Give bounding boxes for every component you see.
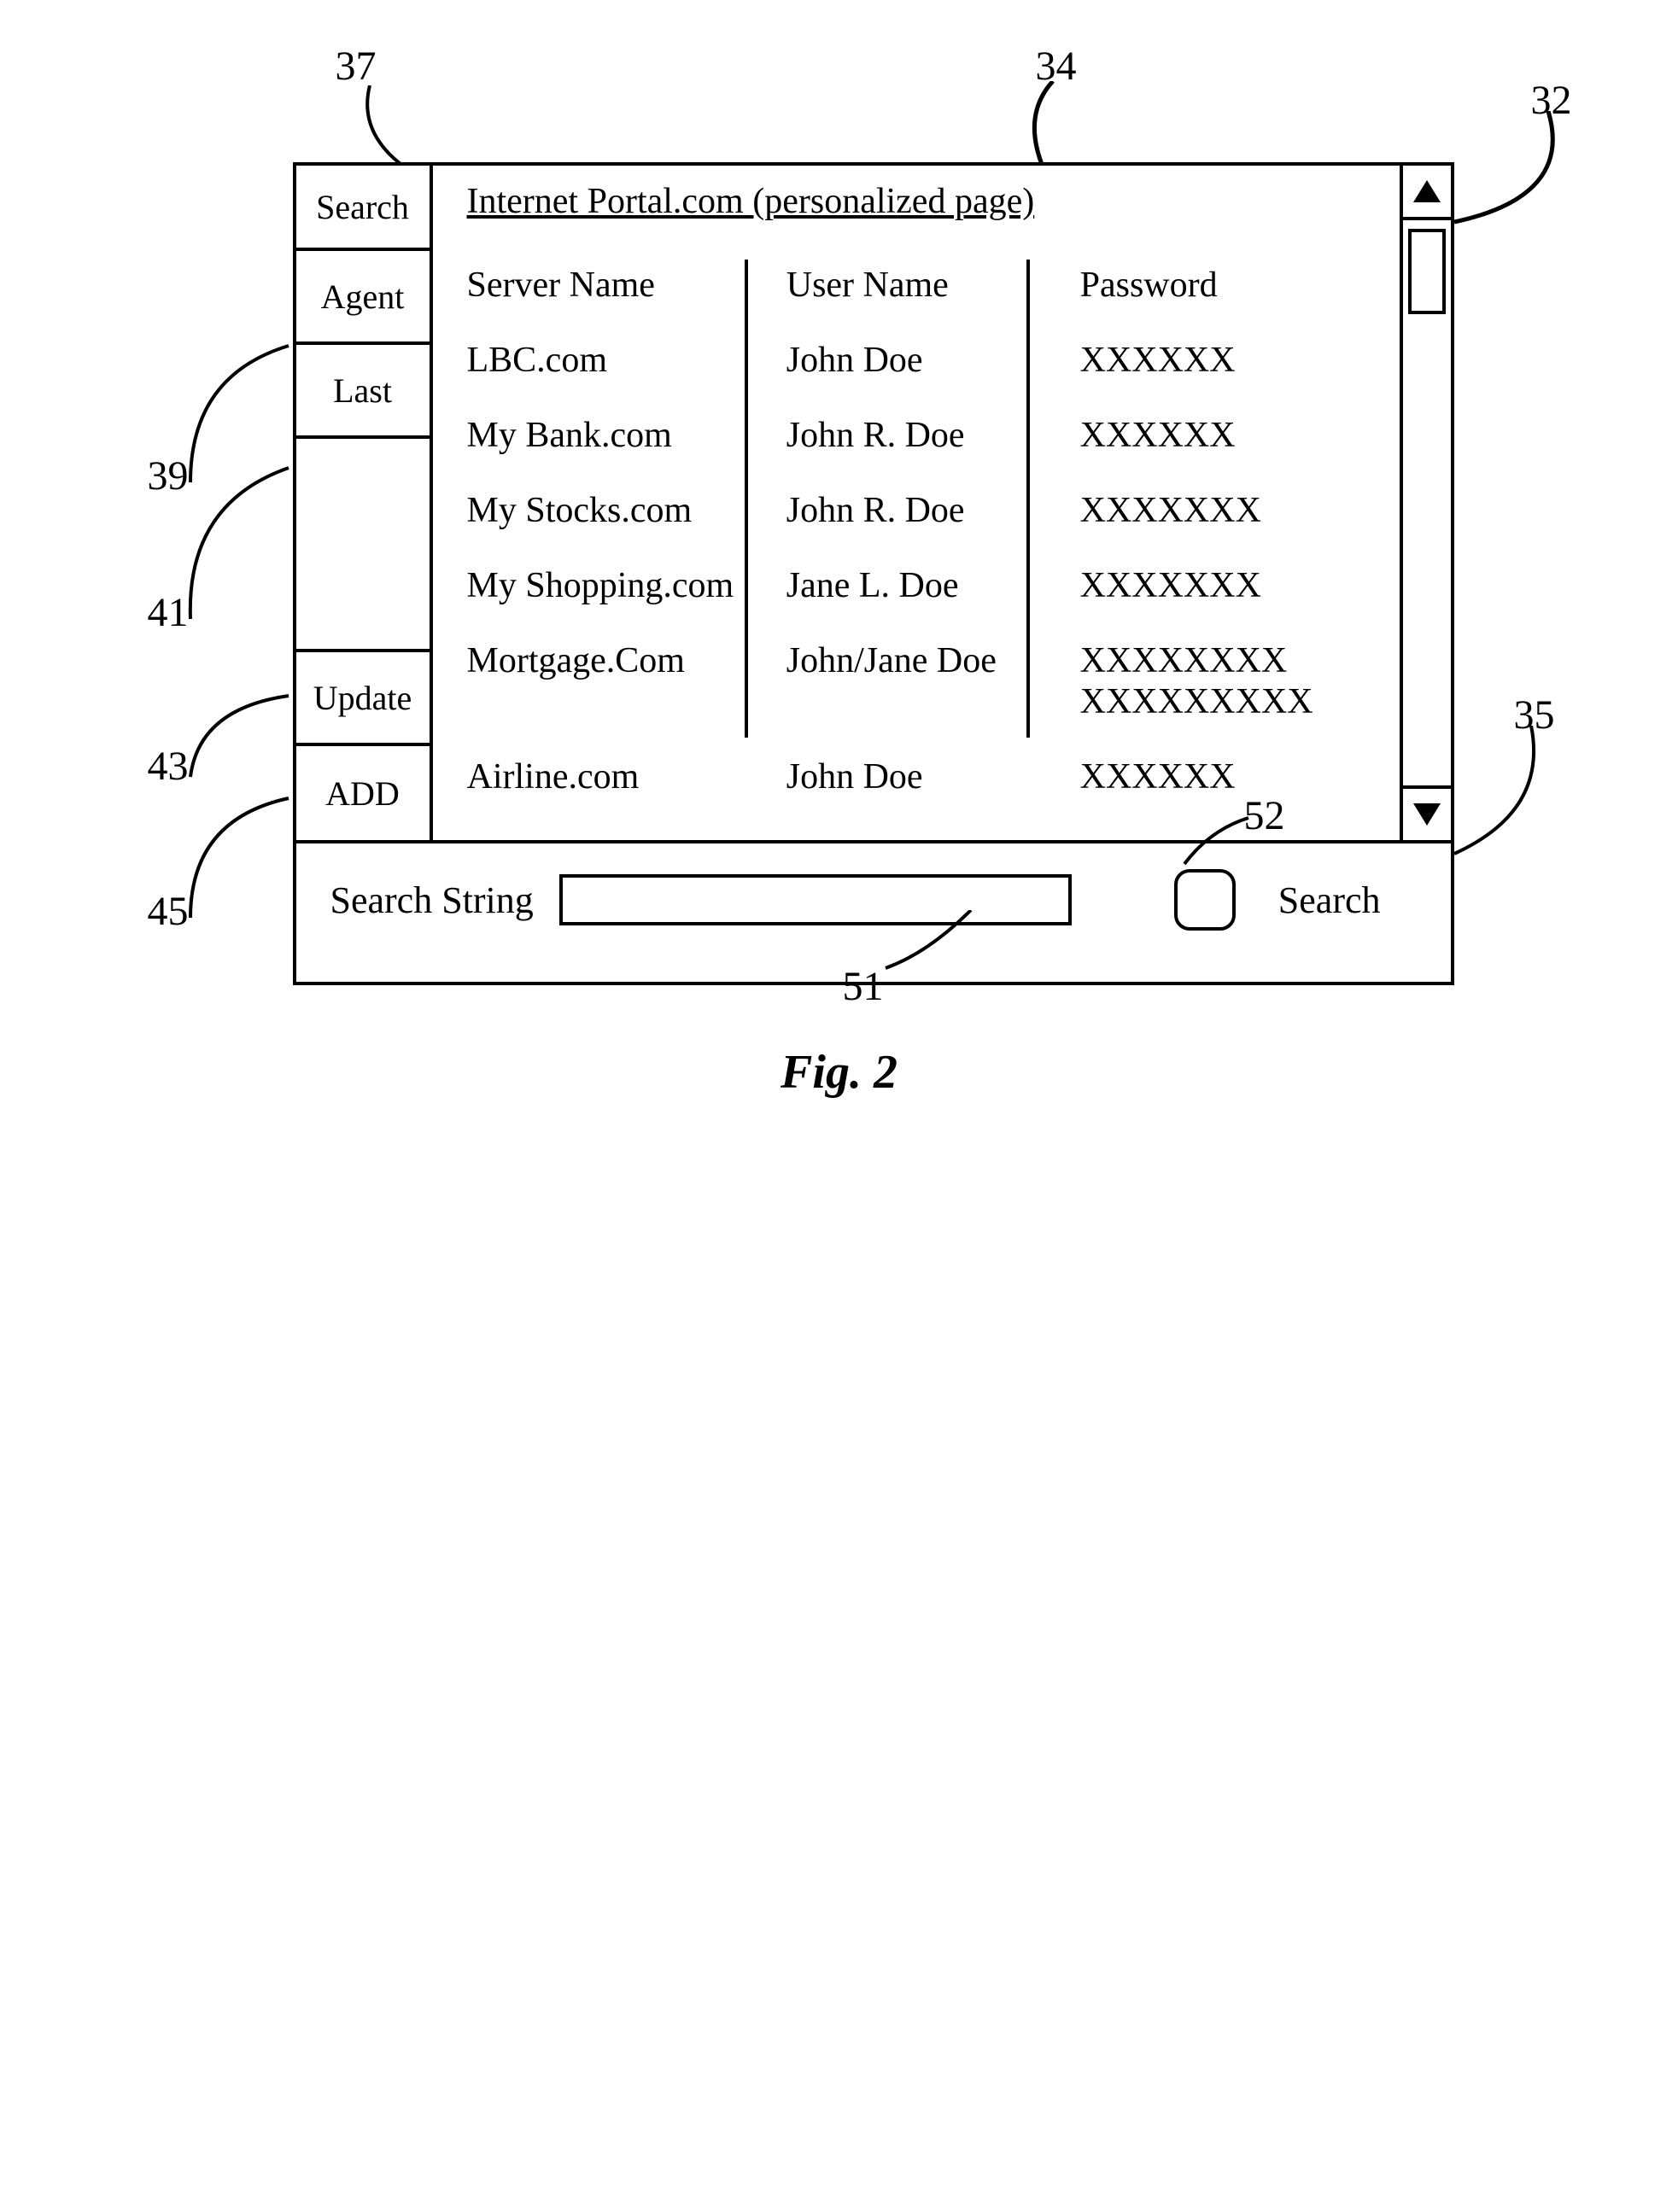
cell-password: XXXXXX <box>1080 340 1365 381</box>
cell-server: Mortgage.Com <box>467 640 778 722</box>
lead-41 <box>182 461 310 623</box>
scroll-up-button[interactable] <box>1403 166 1451 220</box>
search-string-input[interactable] <box>559 874 1072 925</box>
content-area: Internet Portal.com (personalized page) … <box>433 166 1400 840</box>
triangle-down-icon <box>1413 803 1441 826</box>
cell-password: XXXXXXXX XXXXXXXXX <box>1080 640 1365 722</box>
lead-35 <box>1446 726 1565 862</box>
cell-server: Airline.com <box>467 756 778 797</box>
sidebar-add-button[interactable]: ADD <box>296 746 430 840</box>
table-header-row: Server Name User Name Password <box>467 248 1365 323</box>
table-row: My Stocks.comJohn R. DoeXXXXXXX <box>467 473 1365 548</box>
sidebar-last-label: Last <box>333 371 392 411</box>
ref-35: 35 <box>1514 692 1555 738</box>
figure-caption: Fig. 2 <box>114 1045 1565 1100</box>
lead-43 <box>182 692 310 785</box>
ref-34: 34 <box>1036 43 1077 90</box>
col-divider-2 <box>1026 260 1030 738</box>
cell-server: My Bank.com <box>467 415 778 456</box>
ref-51: 51 <box>843 963 884 1010</box>
cell-server: My Stocks.com <box>467 490 778 531</box>
col-server-name: Server Name <box>467 265 778 306</box>
scroll-track[interactable] <box>1403 220 1451 785</box>
table-row: Mortgage.ComJohn/Jane DoeXXXXXXXX XXXXXX… <box>467 623 1365 739</box>
table-row: Airline.comJohn DoeXXXXXX <box>467 739 1365 814</box>
ref-45: 45 <box>148 888 189 935</box>
scroll-down-button[interactable] <box>1403 785 1451 840</box>
cell-server: LBC.com <box>467 340 778 381</box>
search-button[interactable] <box>1174 869 1236 931</box>
triangle-up-icon <box>1413 180 1441 202</box>
table-row: LBC.comJohn DoeXXXXXX <box>467 323 1365 398</box>
table-row: My Shopping.comJane L. DoeXXXXXXX <box>467 548 1365 623</box>
search-footer: Search String Search 51 52 <box>296 840 1451 982</box>
credentials-table: Server Name User Name Password LBC.comJo… <box>467 248 1365 814</box>
sidebar-add-label: ADD <box>325 773 400 814</box>
sidebar-update-button[interactable]: Update <box>296 652 430 746</box>
cell-password: XXXXXXX <box>1080 565 1365 606</box>
cell-password: XXXXXXX <box>1080 490 1365 531</box>
sidebar-agent-button[interactable]: Agent <box>296 251 430 345</box>
sidebar-last-button[interactable]: Last <box>296 345 430 439</box>
search-string-label: Search String <box>330 878 534 922</box>
sidebar-search-button[interactable]: Search <box>296 166 430 251</box>
cell-password: XXXXXX <box>1080 756 1365 797</box>
cell-password: XXXXXX <box>1080 415 1365 456</box>
ref-39: 39 <box>148 452 189 499</box>
cell-server: My Shopping.com <box>467 565 778 606</box>
vertical-scrollbar[interactable] <box>1400 166 1451 840</box>
lead-39 <box>182 341 310 487</box>
sidebar-spacer <box>296 439 430 652</box>
figure-wrap: 37 34 32 Search Agent Last <box>114 162 1565 1100</box>
ref-32: 32 <box>1531 77 1572 124</box>
lead-45 <box>182 794 310 922</box>
ref-52: 52 <box>1244 792 1285 839</box>
browser-window: Search Agent Last Update ADD Internet Po… <box>293 162 1454 985</box>
sidebar-agent-label: Agent <box>321 277 405 317</box>
scroll-thumb[interactable] <box>1408 229 1446 314</box>
page-title: Internet Portal.com (personalized page) <box>467 181 1365 222</box>
col-password: Password <box>1080 265 1365 306</box>
sidebar: Search Agent Last Update ADD <box>296 166 433 840</box>
table-row: My Bank.comJohn R. DoeXXXXXX <box>467 398 1365 473</box>
search-button-label: Search <box>1278 878 1381 922</box>
ref-43: 43 <box>148 743 189 790</box>
ref-41: 41 <box>148 589 189 636</box>
col-divider-1 <box>745 260 748 738</box>
cell-user: John Doe <box>786 756 1072 797</box>
window-body: Search Agent Last Update ADD Internet Po… <box>296 166 1451 840</box>
ref-37: 37 <box>336 43 377 90</box>
sidebar-update-label: Update <box>313 678 412 718</box>
sidebar-search-label: Search <box>316 187 409 227</box>
